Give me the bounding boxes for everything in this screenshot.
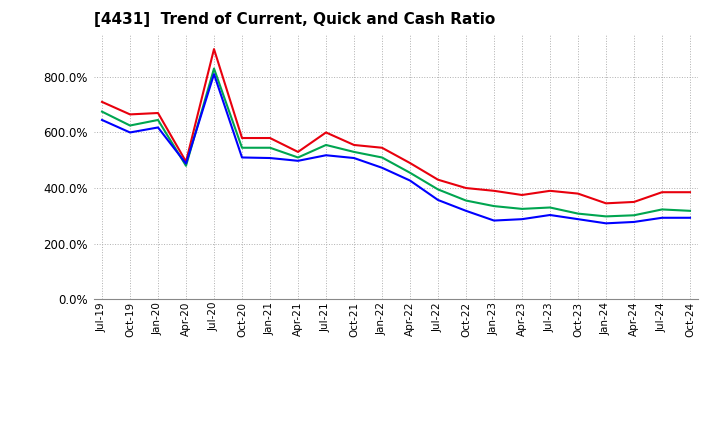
Current Ratio bbox=[546, 188, 554, 194]
Current Ratio bbox=[126, 112, 135, 117]
Line: Cash Ratio: Cash Ratio bbox=[102, 74, 690, 224]
Cash Ratio bbox=[630, 219, 639, 224]
Quick Ratio bbox=[490, 203, 498, 209]
Current Ratio bbox=[490, 188, 498, 194]
Current Ratio bbox=[294, 149, 302, 154]
Quick Ratio bbox=[210, 66, 218, 71]
Current Ratio bbox=[630, 199, 639, 205]
Cash Ratio bbox=[462, 208, 470, 213]
Cash Ratio bbox=[350, 155, 359, 161]
Quick Ratio bbox=[350, 149, 359, 154]
Current Ratio bbox=[181, 159, 190, 164]
Quick Ratio bbox=[294, 155, 302, 160]
Cash Ratio bbox=[181, 161, 190, 166]
Quick Ratio bbox=[574, 211, 582, 216]
Quick Ratio bbox=[266, 145, 274, 150]
Cash Ratio bbox=[574, 216, 582, 222]
Current Ratio bbox=[462, 185, 470, 191]
Cash Ratio bbox=[518, 216, 526, 222]
Cash Ratio bbox=[405, 178, 414, 183]
Current Ratio bbox=[405, 161, 414, 166]
Quick Ratio bbox=[433, 187, 442, 192]
Quick Ratio bbox=[126, 123, 135, 128]
Cash Ratio bbox=[546, 213, 554, 218]
Cash Ratio bbox=[210, 71, 218, 77]
Quick Ratio bbox=[322, 142, 330, 147]
Current Ratio bbox=[657, 190, 666, 195]
Quick Ratio bbox=[98, 109, 107, 114]
Current Ratio bbox=[266, 136, 274, 141]
Quick Ratio bbox=[546, 205, 554, 210]
Cash Ratio bbox=[433, 198, 442, 203]
Quick Ratio bbox=[405, 170, 414, 176]
Cash Ratio bbox=[657, 215, 666, 220]
Current Ratio bbox=[98, 99, 107, 105]
Cash Ratio bbox=[294, 158, 302, 163]
Current Ratio bbox=[350, 142, 359, 147]
Current Ratio bbox=[322, 130, 330, 135]
Cash Ratio bbox=[153, 125, 162, 130]
Text: [4431]  Trend of Current, Quick and Cash Ratio: [4431] Trend of Current, Quick and Cash … bbox=[94, 12, 495, 27]
Cash Ratio bbox=[378, 165, 387, 170]
Cash Ratio bbox=[685, 215, 694, 220]
Cash Ratio bbox=[322, 153, 330, 158]
Cash Ratio bbox=[266, 155, 274, 161]
Quick Ratio bbox=[378, 155, 387, 160]
Quick Ratio bbox=[657, 207, 666, 212]
Current Ratio bbox=[153, 110, 162, 116]
Quick Ratio bbox=[685, 208, 694, 213]
Line: Quick Ratio: Quick Ratio bbox=[102, 69, 690, 216]
Quick Ratio bbox=[462, 198, 470, 203]
Cash Ratio bbox=[98, 117, 107, 123]
Cash Ratio bbox=[602, 221, 611, 226]
Current Ratio bbox=[685, 190, 694, 195]
Quick Ratio bbox=[602, 214, 611, 219]
Cash Ratio bbox=[126, 130, 135, 135]
Quick Ratio bbox=[630, 213, 639, 218]
Line: Current Ratio: Current Ratio bbox=[102, 49, 690, 203]
Current Ratio bbox=[210, 47, 218, 52]
Quick Ratio bbox=[518, 206, 526, 212]
Quick Ratio bbox=[181, 163, 190, 169]
Current Ratio bbox=[574, 191, 582, 196]
Quick Ratio bbox=[153, 117, 162, 123]
Current Ratio bbox=[238, 136, 246, 141]
Current Ratio bbox=[602, 201, 611, 206]
Cash Ratio bbox=[238, 155, 246, 160]
Current Ratio bbox=[378, 145, 387, 150]
Quick Ratio bbox=[238, 145, 246, 150]
Current Ratio bbox=[433, 177, 442, 182]
Current Ratio bbox=[518, 192, 526, 198]
Cash Ratio bbox=[490, 218, 498, 223]
